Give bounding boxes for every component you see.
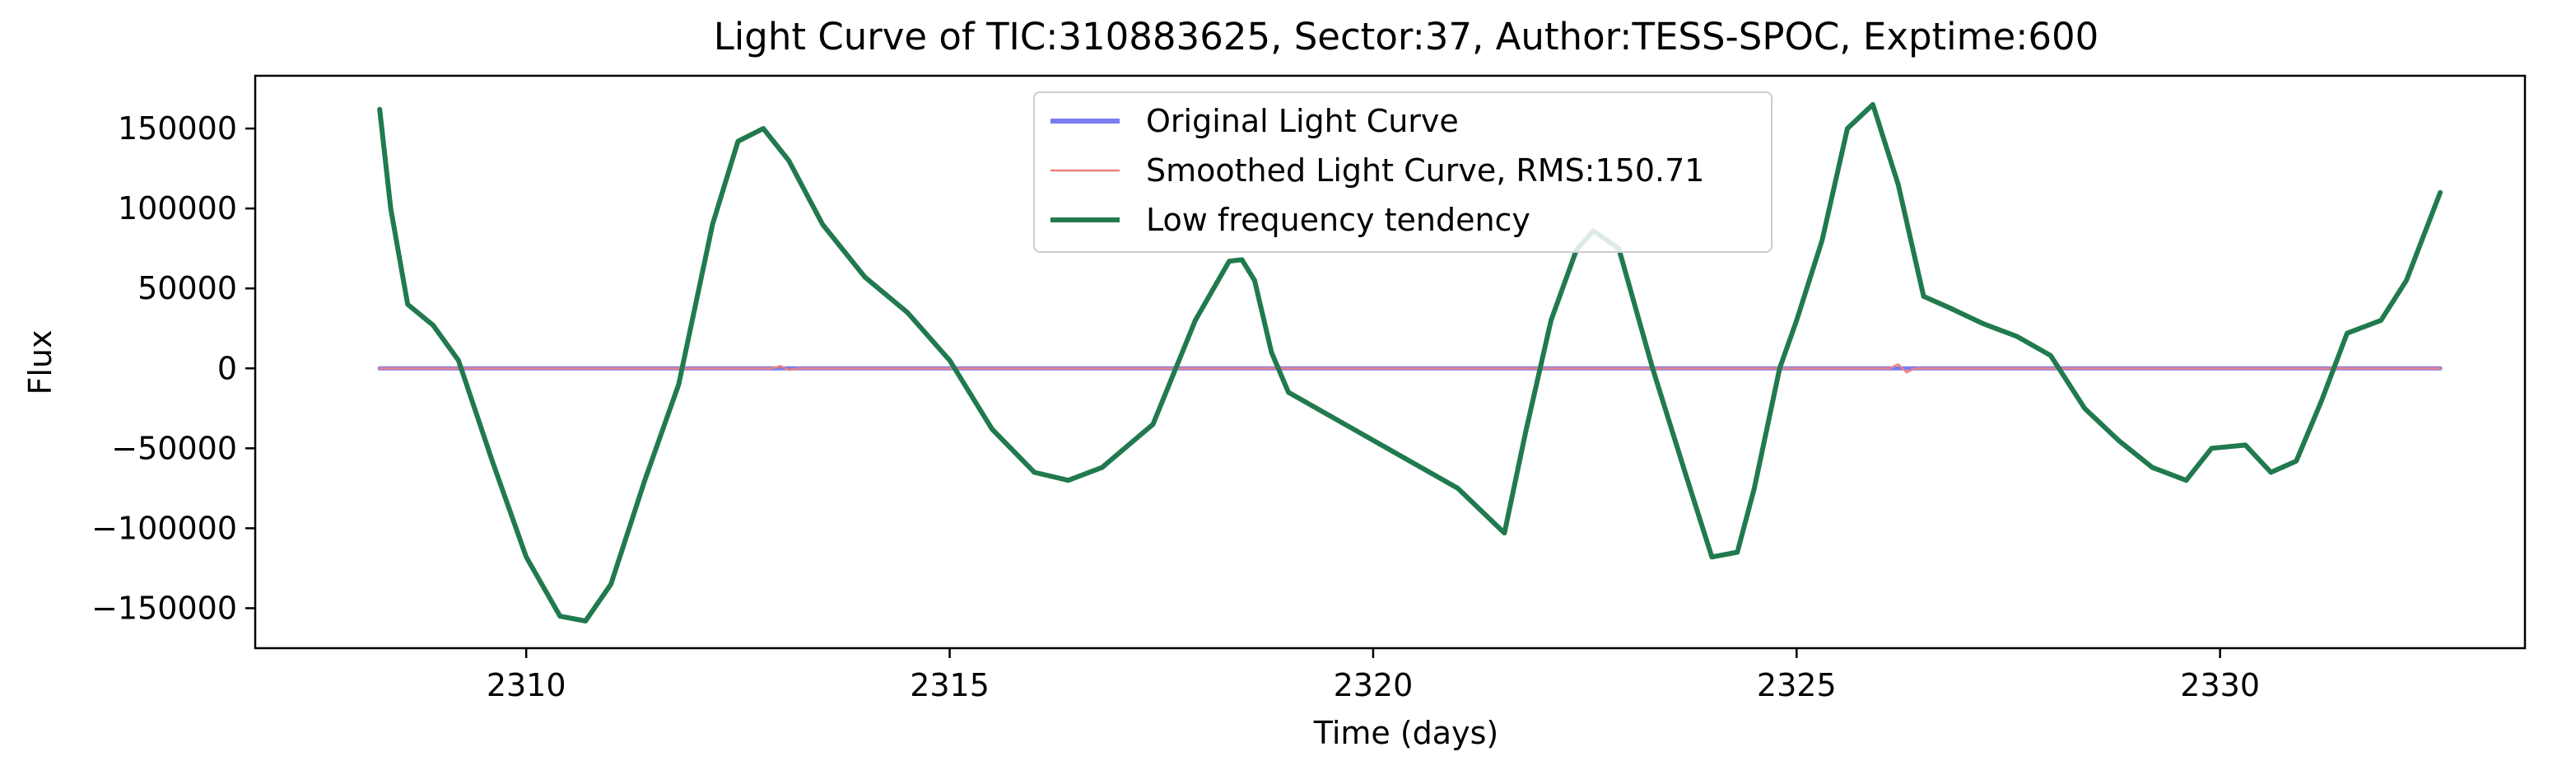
series-layer [377,101,2443,623]
y-tick-label: 150000 [118,110,237,147]
plot-frame [254,74,2527,650]
legend-label-smoothed: Smoothed Light Curve, RMS:150.71 [1146,152,1704,189]
legend-label-original: Original Light Curve [1146,103,1459,139]
y-tick-label: 100000 [118,190,237,226]
legend-frame [1033,91,1772,253]
y-tick-label: −150000 [91,590,237,626]
y-tick-label: 0 [217,350,237,386]
series-line-tendency [377,101,2443,623]
plot-area [254,74,2527,650]
y-axis-label: Flux [22,330,58,395]
y-axis: −150000 −100000 −50000 0 50000 100000 150000 [91,110,255,626]
series-line-smoothed [378,363,2442,374]
legend-label-tendency: Low frequency tendency [1146,202,1530,238]
x-tick-label: 2330 [2180,667,2260,703]
x-tick-label: 2320 [1334,667,1414,703]
x-tick-label: 2310 [487,667,566,703]
y-tick-label: −50000 [111,430,237,466]
x-axis-label: Time (days) [1313,715,1498,751]
x-tick-label: 2325 [1757,667,1837,703]
y-tick-label: 50000 [137,270,237,306]
x-axis: 2310 2315 2320 2325 2330 [487,648,2260,703]
y-tick-label: −100000 [91,510,237,546]
x-tick-label: 2315 [910,667,990,703]
legend: Original Light Curve Smoothed Light Curv… [1033,91,1772,253]
chart-title: Light Curve of TIC:310883625, Sector:37,… [714,15,2099,58]
